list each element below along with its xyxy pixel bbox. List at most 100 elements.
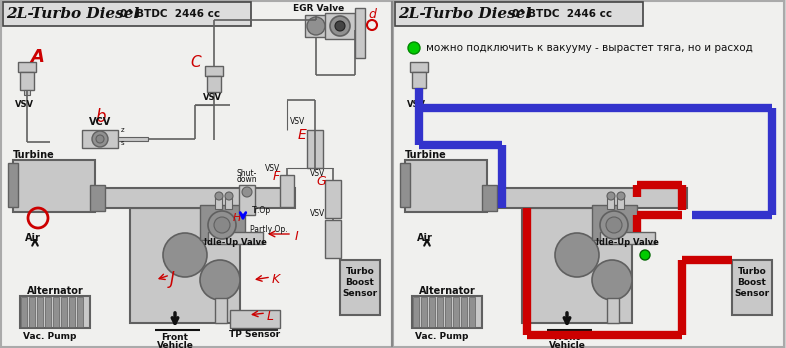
- Bar: [393, 1, 784, 347]
- Text: A: A: [30, 48, 44, 66]
- Bar: [522, 208, 632, 323]
- Text: TP Sensor: TP Sensor: [230, 330, 281, 339]
- Bar: [482, 185, 497, 211]
- Circle shape: [555, 233, 599, 277]
- Bar: [732, 260, 772, 315]
- Text: Sensor: Sensor: [343, 289, 377, 298]
- Text: VSV: VSV: [310, 169, 325, 178]
- Bar: [130, 208, 240, 323]
- Text: 2L-Turbo Diesel: 2L-Turbo Diesel: [398, 7, 531, 21]
- Bar: [487, 188, 687, 208]
- Circle shape: [592, 260, 632, 300]
- Text: Tr.Op: Tr.Op: [252, 206, 271, 215]
- Bar: [225, 197, 232, 209]
- Bar: [215, 298, 227, 323]
- Text: Turbine: Turbine: [13, 150, 55, 160]
- Bar: [18, 62, 36, 72]
- Circle shape: [607, 192, 615, 200]
- Bar: [90, 185, 105, 211]
- Circle shape: [335, 21, 345, 31]
- Bar: [207, 76, 221, 92]
- Text: Boost: Boost: [737, 278, 766, 287]
- Bar: [416, 88, 422, 93]
- Bar: [82, 130, 118, 148]
- Bar: [600, 232, 655, 244]
- Text: b: b: [95, 108, 105, 126]
- Text: d: d: [368, 8, 376, 21]
- Bar: [412, 296, 482, 328]
- Text: E: E: [298, 128, 307, 142]
- Text: Idle-Up Valve: Idle-Up Valve: [596, 238, 659, 247]
- Bar: [340, 260, 380, 315]
- Text: Idle-Up Valve: Idle-Up Valve: [204, 238, 266, 247]
- Text: Air: Air: [417, 233, 433, 243]
- Bar: [355, 8, 365, 58]
- Bar: [453, 297, 459, 327]
- Bar: [24, 90, 30, 95]
- Bar: [200, 205, 245, 240]
- Text: Vehicle: Vehicle: [156, 341, 193, 348]
- Bar: [20, 296, 90, 328]
- Circle shape: [408, 42, 420, 54]
- Bar: [400, 163, 410, 207]
- Bar: [607, 298, 619, 323]
- Bar: [405, 160, 487, 212]
- Circle shape: [606, 217, 622, 233]
- Text: EGR Valve: EGR Valve: [293, 4, 344, 13]
- Bar: [13, 160, 95, 212]
- Text: F: F: [273, 170, 281, 183]
- Bar: [307, 130, 323, 168]
- Circle shape: [200, 260, 240, 300]
- Bar: [445, 297, 451, 327]
- Text: Vehicle: Vehicle: [549, 341, 586, 348]
- Text: Turbo: Turbo: [346, 267, 374, 276]
- Text: можно подключить к вакууму - вырастет тяга, но и расход: можно подключить к вакууму - вырастет тя…: [426, 43, 753, 53]
- Text: C: C: [190, 55, 200, 70]
- Bar: [45, 297, 51, 327]
- Circle shape: [307, 17, 325, 35]
- Text: VSV: VSV: [15, 100, 34, 109]
- Text: Boost: Boost: [346, 278, 374, 287]
- Text: J: J: [170, 270, 174, 288]
- Bar: [410, 62, 428, 72]
- Text: Front: Front: [553, 333, 581, 342]
- Text: VCV: VCV: [89, 117, 111, 127]
- Text: Turbo: Turbo: [737, 267, 766, 276]
- Circle shape: [600, 211, 628, 239]
- Bar: [3, 2, 251, 26]
- Text: Vac. Pump: Vac. Pump: [415, 332, 468, 341]
- Circle shape: [617, 192, 625, 200]
- Bar: [412, 72, 426, 88]
- Bar: [29, 297, 35, 327]
- Text: K: K: [272, 273, 281, 286]
- Bar: [469, 297, 475, 327]
- Bar: [69, 297, 75, 327]
- Bar: [413, 297, 419, 327]
- Text: L: L: [267, 310, 274, 323]
- Text: Alternator: Alternator: [27, 286, 83, 296]
- Bar: [325, 180, 341, 218]
- Circle shape: [242, 187, 252, 197]
- Bar: [8, 163, 18, 207]
- Circle shape: [208, 211, 236, 239]
- Bar: [607, 197, 614, 209]
- Circle shape: [214, 217, 230, 233]
- Bar: [617, 197, 624, 209]
- Bar: [429, 297, 435, 327]
- Bar: [230, 310, 280, 328]
- Bar: [280, 175, 294, 207]
- Bar: [205, 66, 223, 76]
- Bar: [305, 15, 327, 37]
- Text: VSV: VSV: [266, 164, 281, 173]
- Bar: [61, 297, 67, 327]
- Bar: [21, 297, 27, 327]
- Text: Shut-: Shut-: [237, 169, 257, 178]
- Bar: [37, 297, 43, 327]
- Bar: [118, 137, 148, 141]
- Bar: [325, 220, 341, 258]
- Text: s: s: [121, 140, 125, 146]
- Text: Air: Air: [25, 233, 41, 243]
- Bar: [215, 197, 222, 209]
- Text: I: I: [295, 230, 299, 243]
- Circle shape: [215, 192, 223, 200]
